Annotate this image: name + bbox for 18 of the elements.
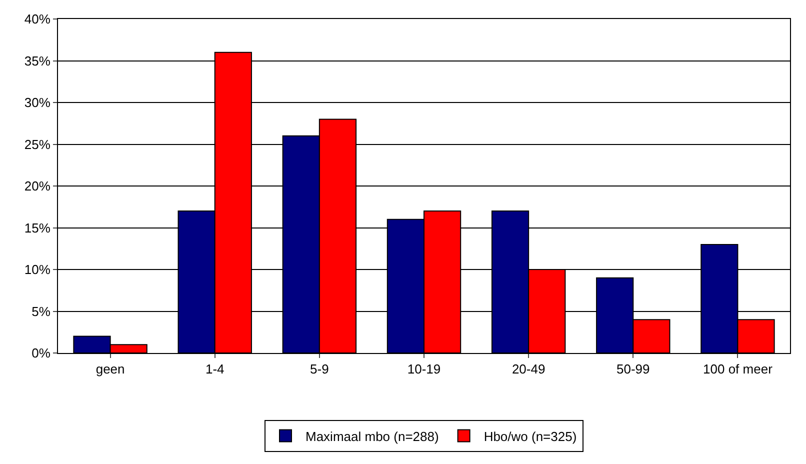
y-tick-label: 35% bbox=[24, 53, 51, 68]
y-tick-label: 10% bbox=[24, 262, 51, 278]
x-tick-label: 50-99 bbox=[616, 362, 650, 377]
y-tick-label: 5% bbox=[32, 304, 51, 319]
legend-label: Maximaal mbo (n=288) bbox=[306, 428, 439, 444]
x-tick-label: 20-49 bbox=[512, 362, 546, 377]
y-tick-label: 15% bbox=[24, 220, 51, 236]
x-tick-label: 10-19 bbox=[407, 362, 441, 377]
x-tick-label: geen bbox=[96, 362, 125, 377]
y-tick-label: 30% bbox=[24, 95, 51, 110]
x-tick-label: 5-9 bbox=[310, 362, 329, 377]
y-tick-label: 20% bbox=[24, 178, 51, 194]
x-tick-label: 1-4 bbox=[205, 362, 224, 377]
x-tick-label: 100 of meer bbox=[703, 362, 774, 377]
legend-label: Hbo/wo (n=325) bbox=[484, 428, 577, 444]
y-tick-label: 25% bbox=[24, 136, 51, 152]
y-tick-label: 40% bbox=[24, 12, 51, 27]
y-tick-label: 0% bbox=[32, 346, 51, 361]
